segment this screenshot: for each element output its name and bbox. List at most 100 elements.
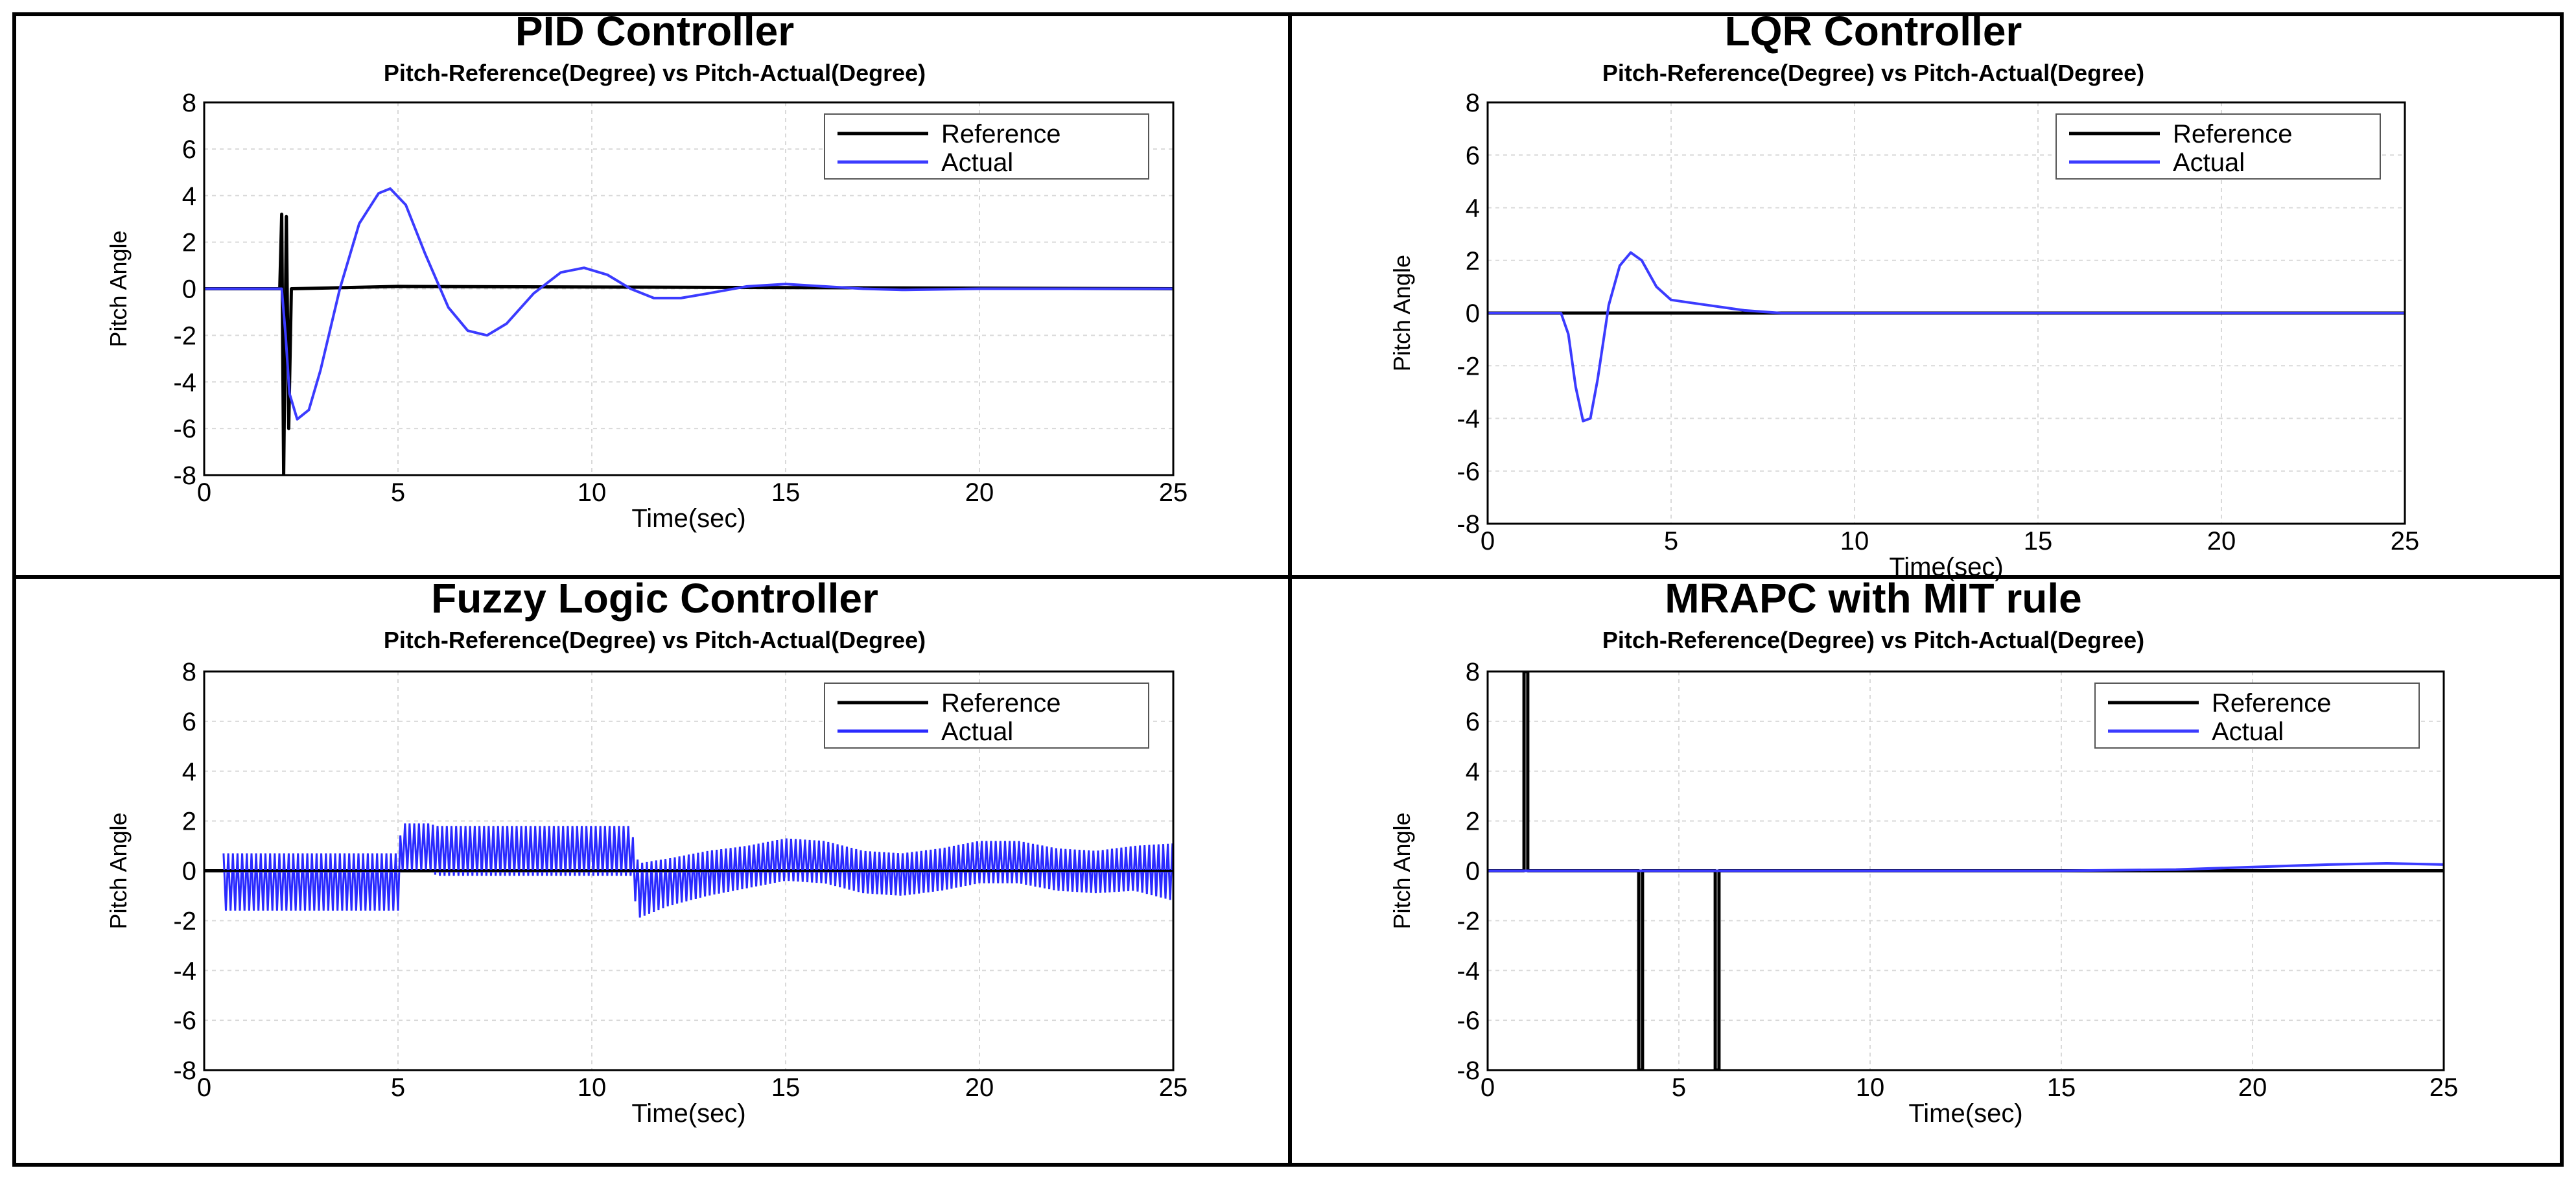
x-tick-label: 5 <box>1672 1073 1686 1102</box>
legend-entry: Actual <box>2212 718 2284 746</box>
legend-entry: Reference <box>2173 120 2293 148</box>
x-tick-label: 15 <box>771 478 801 507</box>
axes-box <box>1486 670 2445 1071</box>
chart-panel: MRAPC with MIT rule Pitch-Reference(Degre… <box>1388 575 2458 1128</box>
axes-box <box>203 101 1175 476</box>
y-tick-label: -6 <box>1457 458 1480 486</box>
legend-box <box>824 113 1149 180</box>
x-tick-label: 25 <box>2430 1073 2459 1102</box>
y-tick-label: 4 <box>182 758 196 786</box>
y-tick-label: -6 <box>173 1007 196 1035</box>
x-tick-label: 10 <box>1856 1073 1885 1102</box>
chart-panel: PID Controller Pitch-Reference(Degree) vs… <box>105 8 1188 533</box>
axes-box <box>203 670 1175 1071</box>
x-tick-label: 25 <box>1159 478 1188 507</box>
y-tick-label: -4 <box>173 368 196 397</box>
legend-entry: Actual <box>2173 148 2245 177</box>
series-line-actual <box>204 187 1173 421</box>
y-tick-label: -2 <box>173 321 196 350</box>
legend-entry: Reference <box>941 689 1061 718</box>
y-axis-label: Pitch Angle <box>105 230 132 347</box>
legend-box <box>2094 683 2420 749</box>
y-tick-label: -4 <box>173 957 196 985</box>
y-tick-label: 2 <box>1466 808 1480 836</box>
x-tick-label: 20 <box>965 478 994 507</box>
chart-subtitle: Pitch-Reference(Degree) vs Pitch-Actual(… <box>1602 627 2144 653</box>
chart-title: Fuzzy Logic Controller <box>431 575 878 622</box>
y-tick-label: -4 <box>1457 405 1480 434</box>
x-tick-label: 20 <box>2207 527 2236 555</box>
series-line-actual <box>1488 862 2444 872</box>
legend-entry: Reference <box>941 120 1061 148</box>
x-tick-label: 5 <box>1664 527 1678 555</box>
y-tick-label: 6 <box>1466 141 1480 170</box>
y-tick-label: -2 <box>1457 352 1480 380</box>
x-tick-label: 0 <box>1481 527 1495 555</box>
x-tick-label: 0 <box>1481 1073 1495 1102</box>
y-tick-label: 6 <box>182 708 196 736</box>
series-line-actual <box>1488 251 2405 423</box>
y-tick-label: -4 <box>1457 957 1480 985</box>
y-tick-label: 2 <box>182 229 196 257</box>
chart-subtitle: Pitch-Reference(Degree) vs Pitch-Actual(… <box>1602 60 2144 86</box>
y-tick-label: 4 <box>1466 758 1480 786</box>
x-tick-label: 15 <box>2047 1073 2076 1102</box>
legend-entry: Actual <box>941 718 1013 746</box>
x-axis-label: Time(sec) <box>631 1099 745 1128</box>
y-tick-label: 6 <box>1466 708 1480 736</box>
y-axis-label: Pitch Angle <box>1388 812 1415 929</box>
y-tick-label: -6 <box>1457 1007 1480 1035</box>
x-tick-label: 5 <box>391 478 405 507</box>
series-group <box>1488 251 2405 423</box>
x-tick-label: 10 <box>578 1073 607 1102</box>
y-tick-label: 8 <box>182 89 196 117</box>
y-tick-label: -8 <box>1457 510 1480 539</box>
y-tick-label: 0 <box>182 858 196 886</box>
chart-panel: LQR Controller Pitch-Reference(Degree) vs… <box>1388 8 2419 581</box>
chart-title: MRAPC with MIT rule <box>1665 575 2082 622</box>
chart-subtitle: Pitch-Reference(Degree) vs Pitch-Actual(… <box>384 627 926 653</box>
y-tick-label: 6 <box>182 135 196 164</box>
panel-frame <box>1288 575 2564 1167</box>
x-axis-label: Time(sec) <box>1889 553 2003 581</box>
y-tick-label: 0 <box>1466 299 1480 328</box>
chart-subtitle: Pitch-Reference(Degree) vs Pitch-Actual(… <box>384 60 926 86</box>
series-line-actual <box>222 823 1173 918</box>
y-axis-label: Pitch Angle <box>1388 255 1415 371</box>
y-tick-label: 2 <box>182 808 196 836</box>
x-tick-label: 0 <box>197 1073 211 1102</box>
y-tick-label: 8 <box>182 658 196 686</box>
y-tick-label: -8 <box>1457 1056 1480 1085</box>
axes-box <box>1486 101 2406 525</box>
x-tick-label: 5 <box>391 1073 405 1102</box>
legend-box <box>2055 113 2381 180</box>
y-tick-label: -8 <box>173 1056 196 1085</box>
y-tick-label: 4 <box>182 182 196 211</box>
chart-title: PID Controller <box>515 8 794 54</box>
chart-panel: Fuzzy Logic Controller Pitch-Reference(De… <box>105 575 1188 1128</box>
legend-entry: Reference <box>2212 689 2332 718</box>
y-tick-label: -2 <box>173 907 196 935</box>
series-group <box>204 823 1173 918</box>
series-line-reference <box>204 213 1173 475</box>
y-tick-label: 0 <box>182 275 196 304</box>
x-axis-label: Time(sec) <box>631 504 745 533</box>
chart-title: LQR Controller <box>1725 8 2022 54</box>
legend-box <box>824 683 1149 749</box>
series-group <box>1488 671 2444 1070</box>
legend-entry: Actual <box>941 148 1013 177</box>
x-tick-label: 0 <box>197 478 211 507</box>
x-tick-label: 15 <box>771 1073 801 1102</box>
y-tick-label: -2 <box>1457 907 1480 935</box>
x-tick-label: 20 <box>2238 1073 2267 1102</box>
y-tick-label: 0 <box>1466 858 1480 886</box>
y-tick-label: -8 <box>173 461 196 490</box>
y-tick-label: 4 <box>1466 194 1480 223</box>
x-tick-label: 25 <box>1159 1073 1188 1102</box>
x-tick-label: 10 <box>578 478 607 507</box>
